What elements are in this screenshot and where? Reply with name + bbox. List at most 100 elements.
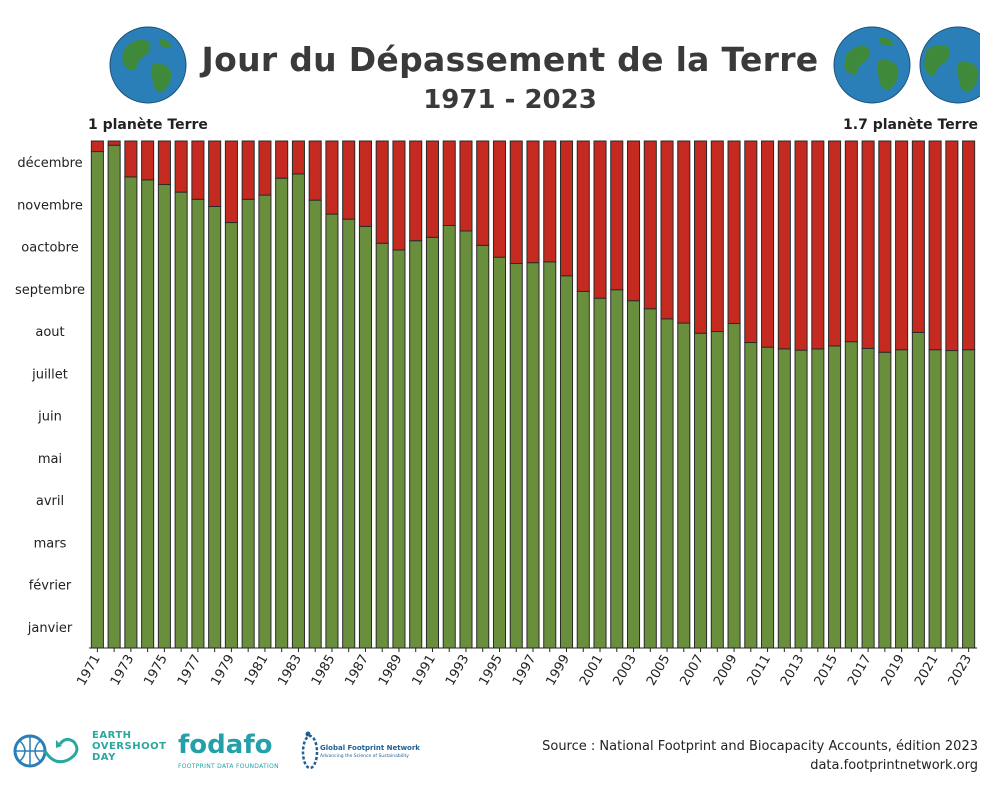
bar-overshoot-2003 bbox=[626, 300, 641, 649]
chart-title: Jour du Dépassement de la Terre bbox=[201, 40, 819, 79]
bar-remaining-2021 bbox=[928, 140, 942, 351]
bar-remaining-1986 bbox=[342, 140, 356, 220]
bar-remaining-2013 bbox=[794, 140, 808, 351]
bar-overshoot-1971 bbox=[90, 151, 104, 649]
bar-overshoot-1977 bbox=[191, 198, 205, 649]
bar-remaining-1977 bbox=[191, 140, 205, 200]
x-tick-label: 2003 bbox=[610, 652, 640, 688]
right-planet-label: 1.7 planète Terre bbox=[843, 117, 978, 133]
bar-overshoot-1999 bbox=[559, 275, 574, 649]
x-tick-label: 2015 bbox=[812, 652, 842, 688]
fodafo-logo-text: fodafo bbox=[178, 730, 273, 760]
bar-remaining-1997 bbox=[526, 140, 540, 264]
bar-remaining-2008 bbox=[710, 140, 724, 333]
bar-remaining-1991 bbox=[425, 140, 440, 238]
bar-overshoot-1985 bbox=[325, 213, 339, 649]
bar-overshoot-2008 bbox=[710, 331, 724, 649]
bar-remaining-1980 bbox=[241, 140, 255, 200]
earth-overshoot-day-logo-icon bbox=[13, 734, 79, 768]
x-tick-label: 1971 bbox=[74, 652, 104, 688]
globe-right-2-icon bbox=[919, 26, 980, 104]
y-tick-label: novembre bbox=[17, 198, 83, 213]
y-tick-label: avril bbox=[36, 494, 64, 509]
bar-remaining-1981 bbox=[258, 140, 272, 196]
bar-overshoot-1978 bbox=[208, 205, 222, 649]
y-tick-label: oactobre bbox=[21, 241, 78, 256]
bar-remaining-2005 bbox=[660, 140, 674, 320]
x-tick-label: 1973 bbox=[108, 652, 138, 688]
x-tick-label: 2023 bbox=[946, 652, 976, 688]
bar-overshoot-2000 bbox=[576, 290, 590, 649]
bar-overshoot-1997 bbox=[526, 262, 540, 649]
y-tick-label: mars bbox=[34, 536, 67, 551]
bar-overshoot-1990 bbox=[409, 240, 423, 649]
globe-right-1-icon bbox=[833, 26, 911, 104]
bar-remaining-1978 bbox=[208, 140, 222, 207]
y-tick-label: juillet bbox=[31, 367, 68, 382]
x-tick-label: 1991 bbox=[409, 652, 439, 688]
bar-remaining-1987 bbox=[358, 140, 372, 227]
bar-remaining-2011 bbox=[761, 140, 775, 348]
bar-remaining-2007 bbox=[694, 140, 708, 334]
x-tick-label: 1979 bbox=[208, 652, 238, 688]
bar-remaining-1995 bbox=[492, 140, 507, 258]
bar-remaining-1994 bbox=[476, 140, 490, 246]
bar-overshoot-1991 bbox=[425, 236, 440, 649]
x-tick-label: 1975 bbox=[141, 652, 171, 688]
bar-overshoot-2013 bbox=[794, 349, 808, 649]
y-tick-label: février bbox=[29, 579, 72, 594]
x-tick-label: 2019 bbox=[879, 652, 909, 688]
y-tick-label: décembre bbox=[17, 156, 82, 171]
x-tick-label: 2021 bbox=[912, 652, 942, 688]
bar-remaining-1982 bbox=[275, 140, 289, 179]
bar-overshoot-2016 bbox=[844, 341, 858, 649]
bar-overshoot-2017 bbox=[861, 347, 875, 649]
bar-overshoot-2018 bbox=[878, 351, 892, 649]
bar-overshoot-1979 bbox=[224, 222, 238, 649]
chart-subtitle: 1971 - 2023 bbox=[423, 85, 597, 115]
bar-overshoot-2007 bbox=[694, 332, 708, 649]
x-tick-label: 2001 bbox=[577, 652, 607, 688]
bar-overshoot-1972 bbox=[107, 144, 121, 649]
bar-remaining-2016 bbox=[844, 140, 858, 343]
x-tick-label: 1995 bbox=[476, 652, 506, 688]
bar-remaining-1985 bbox=[325, 140, 339, 215]
bar-overshoot-2012 bbox=[777, 348, 791, 649]
gfn-footprint-icon bbox=[301, 731, 319, 770]
bar-overshoot-1987 bbox=[358, 225, 372, 649]
x-tick-label: 2011 bbox=[745, 652, 775, 688]
bar-remaining-2014 bbox=[811, 140, 825, 350]
eod-logo-text: EARTH OVERSHOOT DAY bbox=[92, 730, 167, 763]
x-tick-label: 2009 bbox=[711, 652, 741, 688]
x-tick-label: 1981 bbox=[242, 652, 272, 688]
bar-remaining-2003 bbox=[626, 140, 641, 302]
bar-remaining-1990 bbox=[409, 140, 423, 242]
bar-remaining-1976 bbox=[174, 140, 188, 193]
bar-remaining-2018 bbox=[878, 140, 892, 353]
y-tick-label: mai bbox=[38, 452, 62, 467]
bar-remaining-1975 bbox=[157, 140, 171, 186]
bar-remaining-2020 bbox=[911, 140, 925, 333]
bar-remaining-1998 bbox=[543, 140, 557, 263]
bar-remaining-2002 bbox=[610, 140, 624, 291]
bar-remaining-1979 bbox=[224, 140, 238, 224]
bar-remaining-1999 bbox=[559, 140, 574, 277]
x-tick-label: 2013 bbox=[778, 652, 808, 688]
y-tick-label: juin bbox=[37, 410, 62, 425]
bar-overshoot-2014 bbox=[811, 348, 825, 649]
y-tick-label: septembre bbox=[15, 283, 85, 298]
bar-remaining-2010 bbox=[744, 140, 758, 344]
bar-overshoot-1996 bbox=[509, 263, 523, 649]
x-tick-label: 1983 bbox=[275, 652, 305, 688]
x-tick-label: 1985 bbox=[309, 652, 339, 688]
x-tick-label: 2007 bbox=[678, 652, 708, 688]
bar-remaining-1993 bbox=[459, 140, 473, 232]
bar-overshoot-1983 bbox=[291, 173, 305, 649]
bar-remaining-2017 bbox=[861, 140, 875, 349]
x-tick-label: 2005 bbox=[644, 652, 674, 688]
bar-remaining-1972 bbox=[107, 140, 121, 146]
bar-remaining-1971 bbox=[90, 140, 104, 153]
bar-overshoot-1988 bbox=[375, 242, 389, 649]
bar-overshoot-1974 bbox=[141, 179, 155, 649]
bar-remaining-2004 bbox=[643, 140, 657, 310]
